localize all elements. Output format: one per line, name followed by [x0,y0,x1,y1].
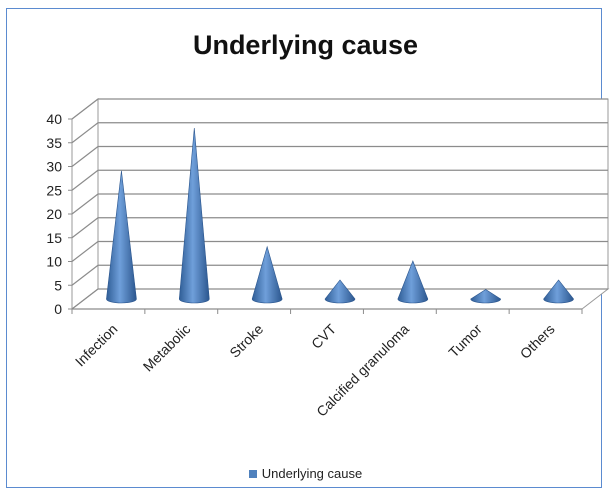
gridline [71,145,608,167]
x-category-label: Infection [72,321,121,370]
y-tick-label: 20 [46,206,62,222]
cone-body [178,127,210,304]
cone-body [470,289,502,304]
gridline [71,122,608,144]
cone-body [543,279,574,304]
gridline [71,288,608,310]
cone-bar [324,279,356,304]
y-tick-label: 15 [46,230,62,246]
gridline [71,240,608,262]
cone-body [397,260,429,304]
y-tick-label: 5 [54,277,62,293]
x-category-label: CVT [308,320,339,351]
x-category-label: Others [517,321,558,362]
gridline [71,217,608,239]
y-tick-label: 0 [54,301,62,317]
cone-bar [178,127,210,304]
x-category-label: Stroke [226,321,266,361]
cone-body [251,245,283,304]
gridline [71,169,608,191]
cone-bar [543,279,574,304]
gridline [71,98,608,120]
gridline [71,193,608,215]
y-tick-label: 40 [46,111,62,127]
y-tick-label: 25 [46,182,62,198]
y-tick-label: 35 [46,135,62,151]
cone-body [324,279,356,304]
gridline [71,264,608,286]
x-category-label: Metabolic [140,321,194,375]
legend-label: Underlying cause [261,466,363,481]
legend-swatch [248,469,257,478]
cone-bar [251,245,283,304]
y-tick-label: 30 [46,159,62,175]
y-tick-label: 10 [46,254,62,270]
cone-bar [470,289,502,304]
chart-legend: Underlying cause [0,466,611,481]
cone-body [106,170,137,304]
cone-bar [106,170,137,304]
cone-bar [397,260,429,304]
chart-title: Underlying cause [192,30,419,60]
x-category-label: Tumor [445,321,485,361]
